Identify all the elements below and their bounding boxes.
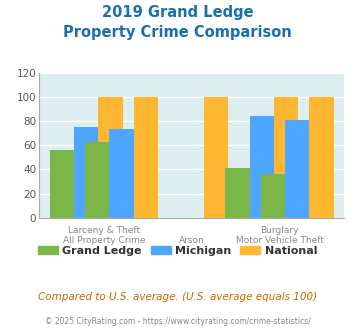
Bar	[133, 97, 158, 218]
Text: Larceny & Theft: Larceny & Theft	[68, 226, 140, 235]
Bar	[50, 150, 74, 218]
Text: 2019 Grand Ledge: 2019 Grand Ledge	[102, 5, 253, 20]
Bar	[98, 97, 123, 218]
Bar	[261, 174, 285, 218]
Bar	[274, 97, 299, 218]
Bar	[74, 127, 98, 218]
Text: Motor Vehicle Theft: Motor Vehicle Theft	[235, 236, 323, 245]
Legend: Grand Ledge, Michigan, National: Grand Ledge, Michigan, National	[33, 241, 322, 260]
Text: All Property Crime: All Property Crime	[62, 236, 145, 245]
Text: Property Crime Comparison: Property Crime Comparison	[63, 25, 292, 40]
Text: © 2025 CityRating.com - https://www.cityrating.com/crime-statistics/: © 2025 CityRating.com - https://www.city…	[45, 317, 310, 326]
Text: Arson: Arson	[179, 236, 204, 245]
Bar	[309, 97, 334, 218]
Bar	[225, 168, 250, 218]
Bar	[204, 97, 228, 218]
Bar	[85, 142, 109, 218]
Bar	[109, 129, 133, 218]
Text: Burglary: Burglary	[260, 226, 299, 235]
Text: Compared to U.S. average. (U.S. average equals 100): Compared to U.S. average. (U.S. average …	[38, 292, 317, 302]
Bar	[250, 116, 274, 218]
Bar	[285, 120, 309, 218]
